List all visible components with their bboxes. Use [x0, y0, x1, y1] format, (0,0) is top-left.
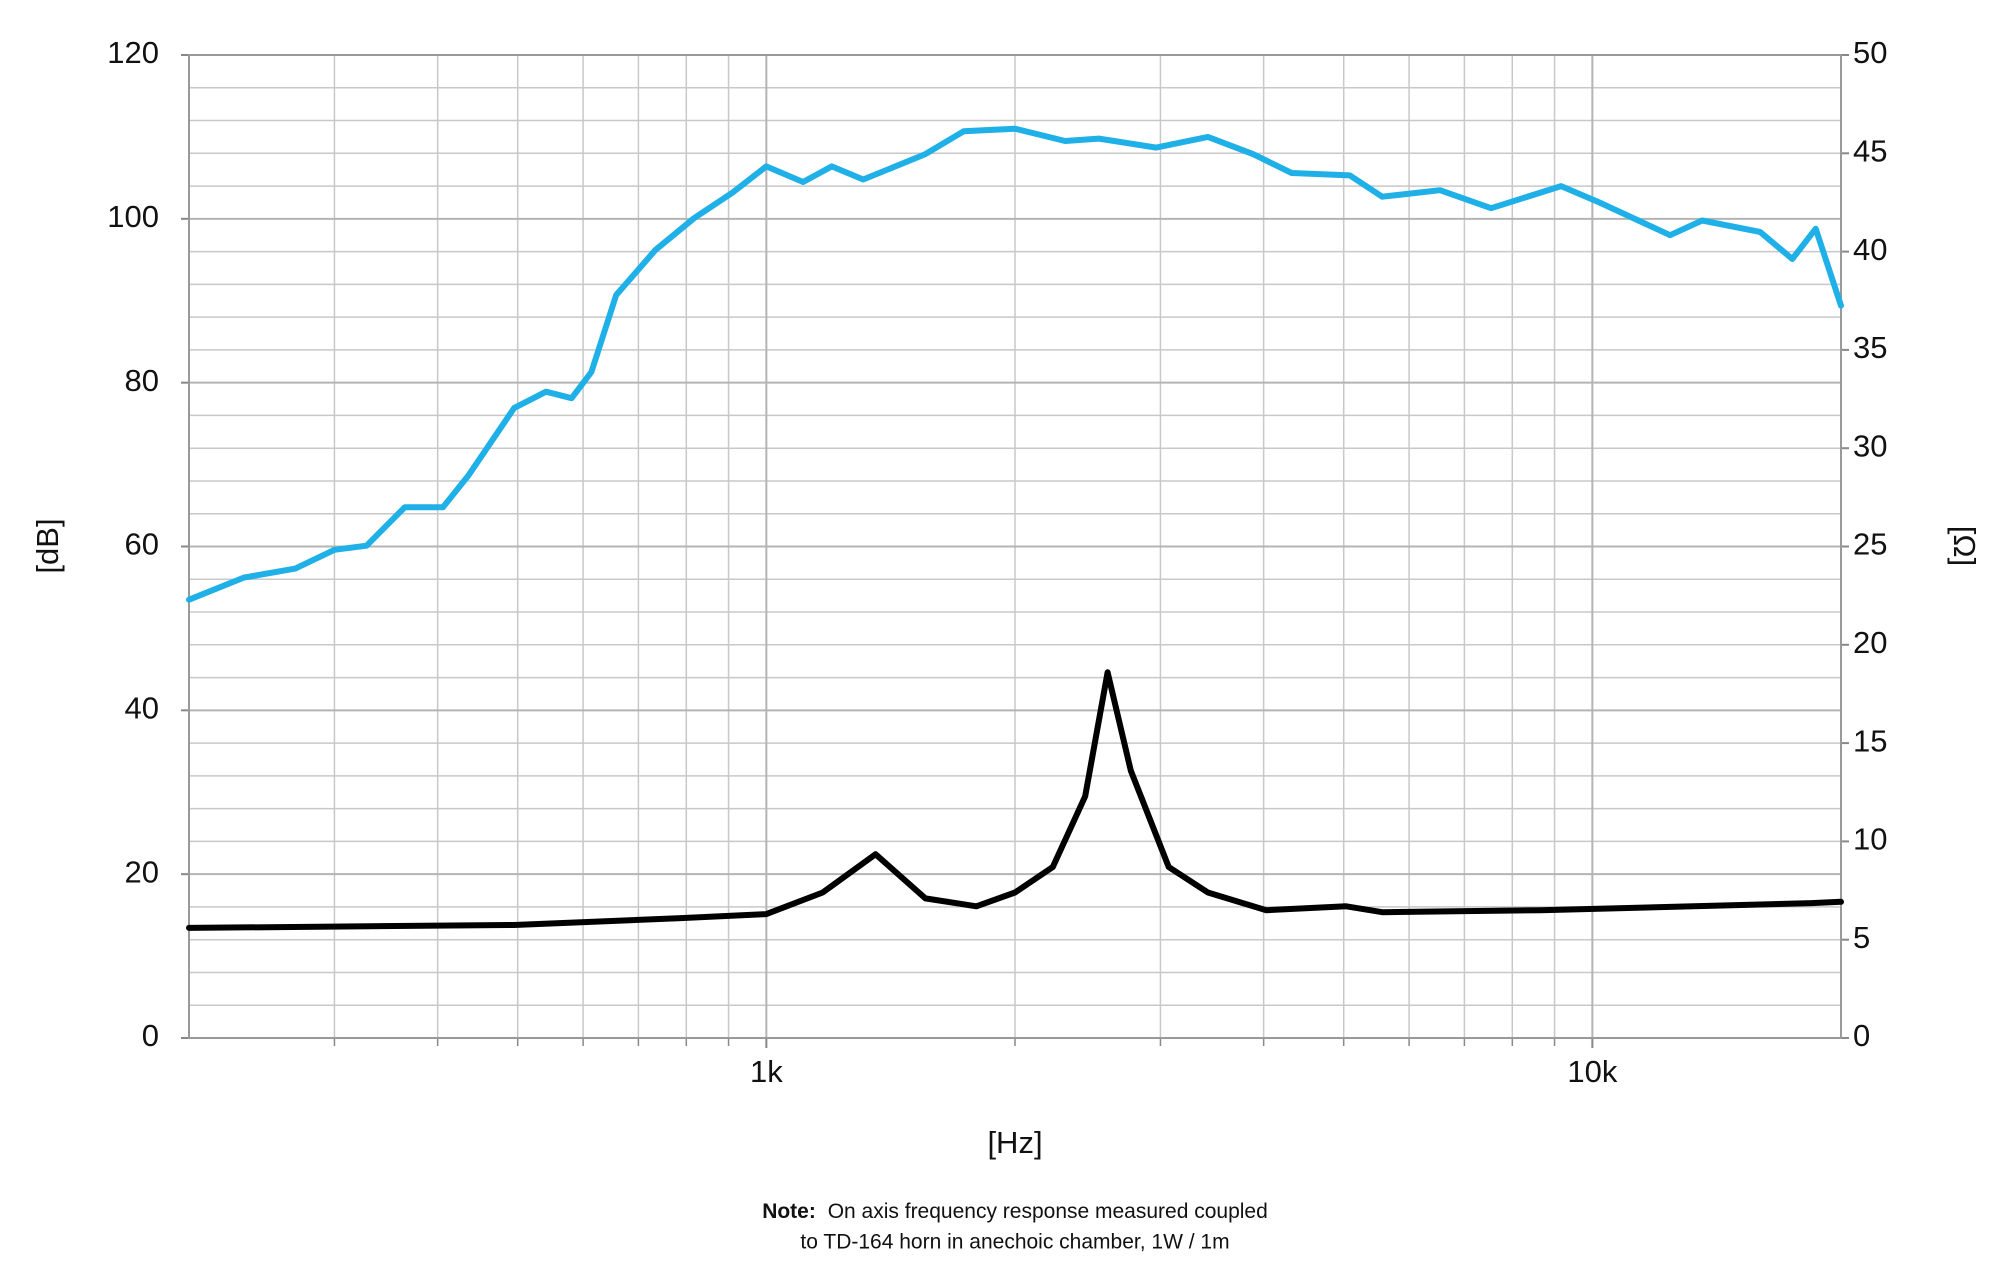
- y-tick-label: 20: [125, 854, 159, 889]
- note-line: On axis frequency response measured coup…: [828, 1200, 1268, 1223]
- y2-tick-label: 40: [1853, 232, 1887, 267]
- y-axis-label: [dB]: [30, 518, 65, 573]
- y-tick-label: 120: [107, 35, 159, 70]
- note: Note: On axis frequency response measure…: [762, 1200, 1268, 1223]
- y2-tick-label: 35: [1853, 330, 1887, 365]
- x-tick-label: 10k: [1567, 1054, 1617, 1089]
- y-tick-label: 60: [125, 527, 159, 562]
- series-line: [186, 669, 1844, 931]
- y2-axis-label: [Ω]: [1947, 526, 1982, 566]
- plot-frame: [188, 54, 1842, 1039]
- y2-tick-label: 5: [1853, 920, 1870, 955]
- y2-tick-label: 0: [1853, 1018, 1870, 1053]
- note-line: to TD-164 horn in anechoic chamber, 1W /…: [800, 1231, 1229, 1254]
- y2-tick-label: 25: [1853, 527, 1887, 562]
- y-tick-label: 100: [107, 199, 159, 234]
- x-tick-label: 1k: [750, 1054, 783, 1089]
- y-tick-label: 0: [142, 1018, 159, 1053]
- y2-tick-label: 45: [1853, 133, 1887, 168]
- series-line: [186, 125, 1844, 603]
- y-tick-label: 80: [125, 363, 159, 398]
- x-axis-label: [Hz]: [987, 1125, 1042, 1160]
- y2-tick-label: 10: [1853, 822, 1887, 857]
- note-label: Note:: [762, 1200, 816, 1223]
- y2-tick-label: 15: [1853, 723, 1887, 758]
- y-tick-label: 40: [125, 691, 159, 726]
- y2-tick-label: 50: [1853, 35, 1887, 70]
- y2-tick-label: 30: [1853, 428, 1887, 463]
- y2-tick-label: 20: [1853, 625, 1887, 660]
